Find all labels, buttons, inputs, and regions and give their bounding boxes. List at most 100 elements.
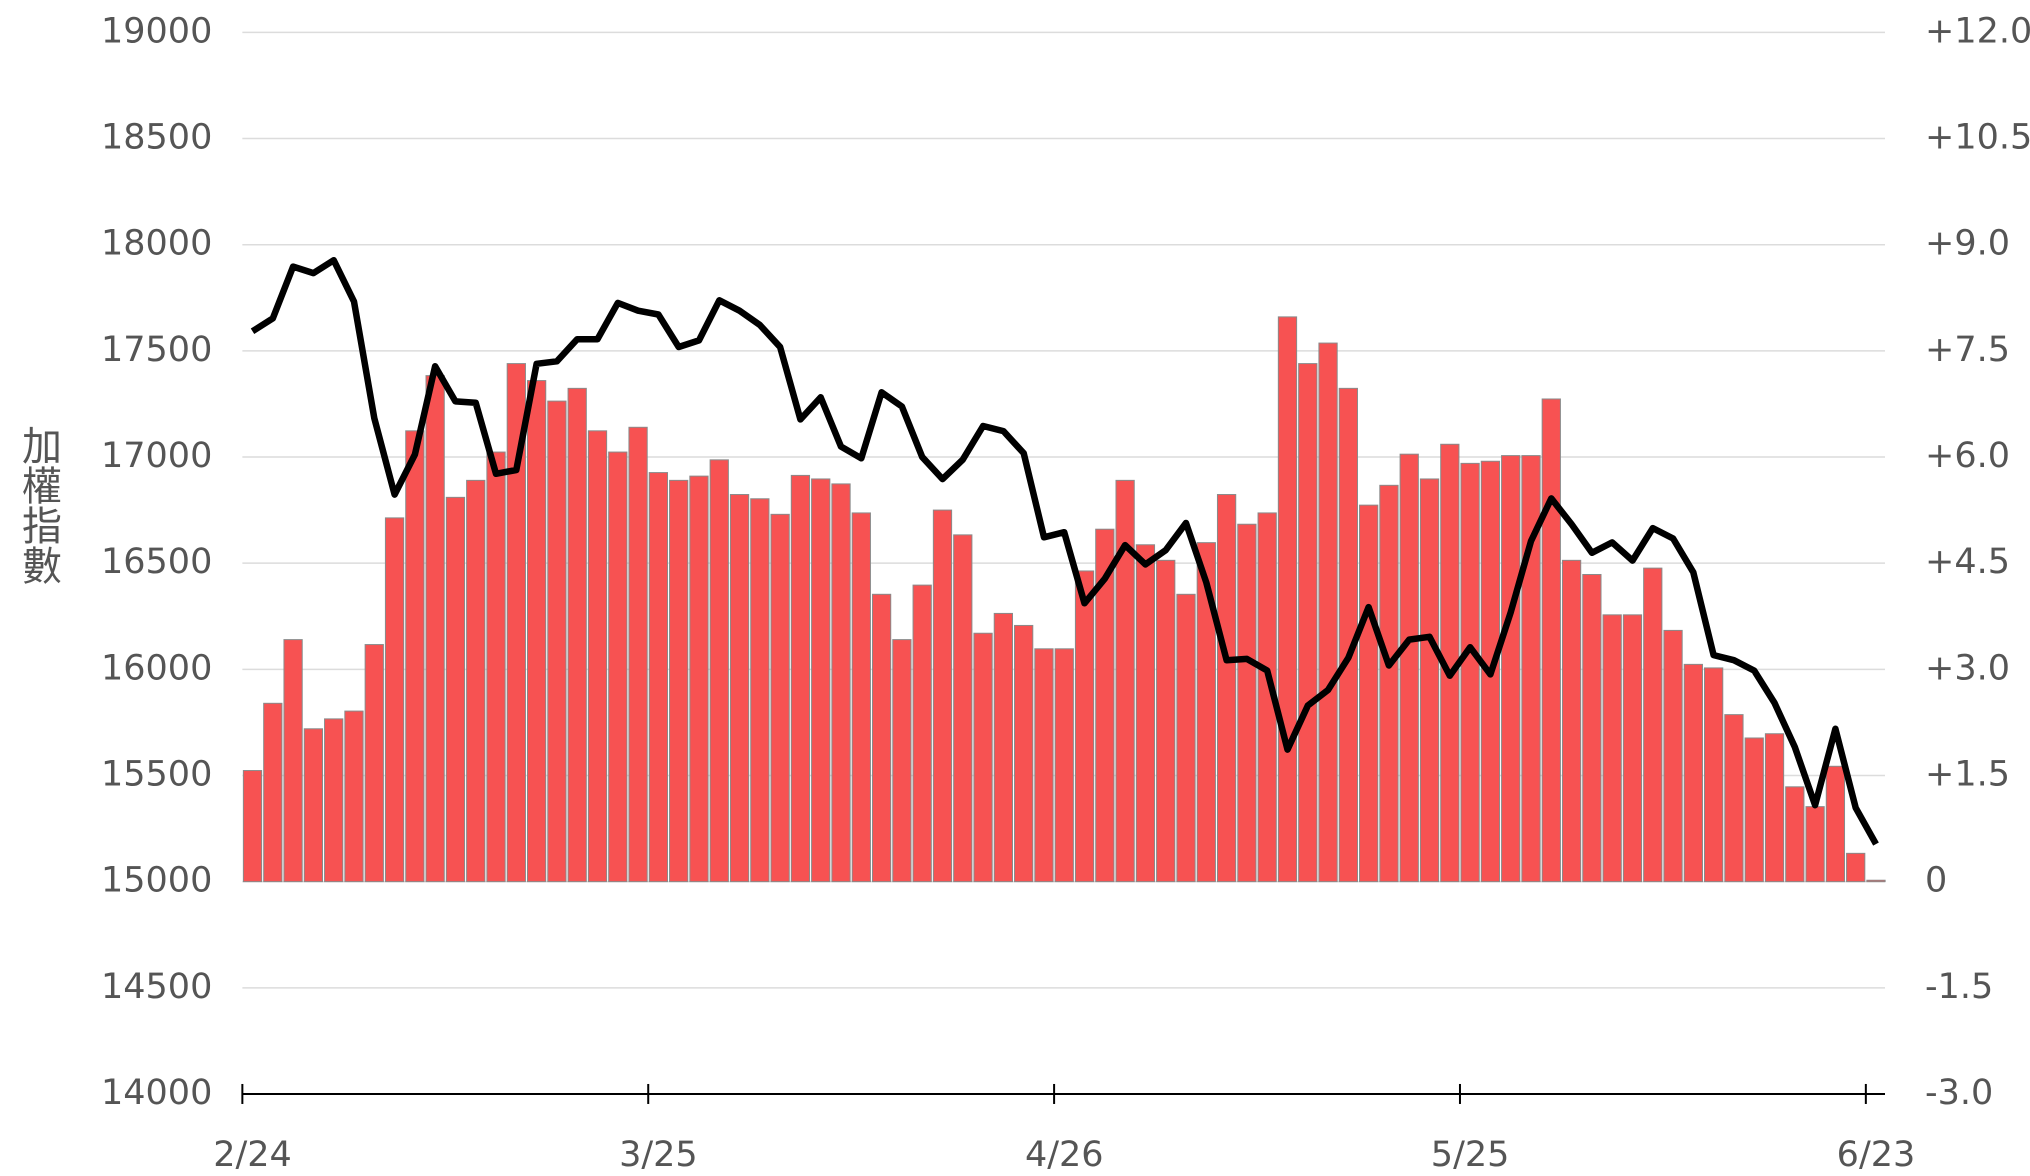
bar xyxy=(405,430,425,883)
y2-tick-label: +10.5 xyxy=(1925,118,2030,158)
y2-tick-label: +3.0 xyxy=(1925,648,2010,688)
bar xyxy=(628,426,648,883)
bar xyxy=(1785,786,1805,883)
bar xyxy=(567,387,587,883)
y-tick-label: 14500 xyxy=(101,967,212,1007)
y-tick-label: 15000 xyxy=(101,861,212,901)
bar xyxy=(1095,528,1115,883)
bar xyxy=(1318,342,1338,883)
bar xyxy=(750,498,770,883)
bar xyxy=(344,710,364,883)
y2-tick-label: +4.5 xyxy=(1925,542,2010,582)
bar xyxy=(1521,455,1541,883)
bar xyxy=(953,534,973,883)
y2-tick-label: 0 xyxy=(1925,861,1947,901)
bar xyxy=(1805,806,1825,883)
bar xyxy=(1724,714,1744,883)
bar xyxy=(1156,559,1176,883)
bar xyxy=(364,644,384,883)
bar xyxy=(1196,542,1216,883)
bar xyxy=(1298,363,1318,883)
bar xyxy=(871,593,892,883)
y2-tick-label: +7.5 xyxy=(1925,330,2010,370)
y-tick-label: 18500 xyxy=(101,118,212,158)
bar xyxy=(1582,573,1602,883)
bar xyxy=(1541,398,1561,883)
bar xyxy=(1014,624,1034,883)
bar xyxy=(1683,663,1703,883)
bar xyxy=(790,474,811,883)
bar xyxy=(973,632,993,883)
bar xyxy=(1825,765,1846,883)
bar xyxy=(1135,544,1156,883)
bar xyxy=(851,512,871,883)
bar xyxy=(445,496,466,883)
bar xyxy=(1399,453,1419,883)
bar xyxy=(729,494,750,883)
bar xyxy=(1034,648,1054,883)
y-tick-label: 18000 xyxy=(101,224,212,264)
bar xyxy=(384,517,405,883)
y-tick-label: 15500 xyxy=(101,754,212,794)
bar xyxy=(770,513,790,883)
y2-tick-label: -3.0 xyxy=(1925,1073,1993,1113)
y-tick-label: 19000 xyxy=(101,11,212,51)
bar xyxy=(1846,852,1866,883)
bar xyxy=(831,483,851,883)
bar xyxy=(486,451,506,883)
bar xyxy=(506,363,526,883)
bar xyxy=(242,770,263,883)
line xyxy=(250,256,1879,846)
y-tick-label: 16000 xyxy=(101,648,212,688)
bar xyxy=(1237,523,1257,883)
bar xyxy=(1744,737,1764,883)
bar xyxy=(1561,559,1582,883)
bar xyxy=(466,479,486,883)
bar xyxy=(1764,733,1785,883)
bar xyxy=(648,472,669,883)
bar xyxy=(932,509,953,883)
bar xyxy=(303,728,324,883)
y-tick-label: 14000 xyxy=(101,1073,212,1113)
y2-tick-label: +9.0 xyxy=(1925,224,2010,264)
bar xyxy=(1074,570,1095,883)
bar xyxy=(1379,484,1399,883)
y2-tick-label: +12.0 xyxy=(1925,11,2030,51)
bar xyxy=(912,584,932,883)
bar xyxy=(1216,494,1237,883)
y-tick-label: 17500 xyxy=(101,330,212,370)
bar xyxy=(425,375,445,883)
bar xyxy=(283,639,303,883)
bar xyxy=(709,459,729,883)
bar xyxy=(324,718,344,883)
x-tick-label: 5/25 xyxy=(1431,1135,1510,1175)
bar xyxy=(811,478,831,883)
bar xyxy=(1419,478,1440,883)
bar xyxy=(1277,316,1298,883)
bar xyxy=(1054,648,1074,883)
bar xyxy=(263,702,283,883)
bar xyxy=(1176,593,1196,883)
x-tick-label: 2/24 xyxy=(213,1135,292,1175)
bar xyxy=(1501,455,1521,883)
y2-tick-label: -1.5 xyxy=(1925,967,1993,1007)
y2-tick-label: +6.0 xyxy=(1925,436,2010,476)
bar xyxy=(1866,879,1886,883)
bar xyxy=(669,479,689,883)
bar xyxy=(526,380,547,883)
bar xyxy=(1359,504,1379,883)
bar xyxy=(587,430,608,883)
bar xyxy=(1622,614,1643,883)
bar xyxy=(892,639,912,883)
bar xyxy=(1643,567,1663,883)
y-axis-title: 加權指數 xyxy=(15,425,61,585)
x-tick-label: 3/25 xyxy=(619,1135,698,1175)
bar xyxy=(1704,667,1724,883)
y2-tick-label: +1.5 xyxy=(1925,754,2010,794)
x-tick-label: 6/23 xyxy=(1837,1135,1916,1175)
bar xyxy=(608,451,628,883)
bar xyxy=(1663,629,1683,883)
y-tick-label: 17000 xyxy=(101,436,212,476)
bar xyxy=(1602,614,1622,883)
bar xyxy=(547,400,567,883)
